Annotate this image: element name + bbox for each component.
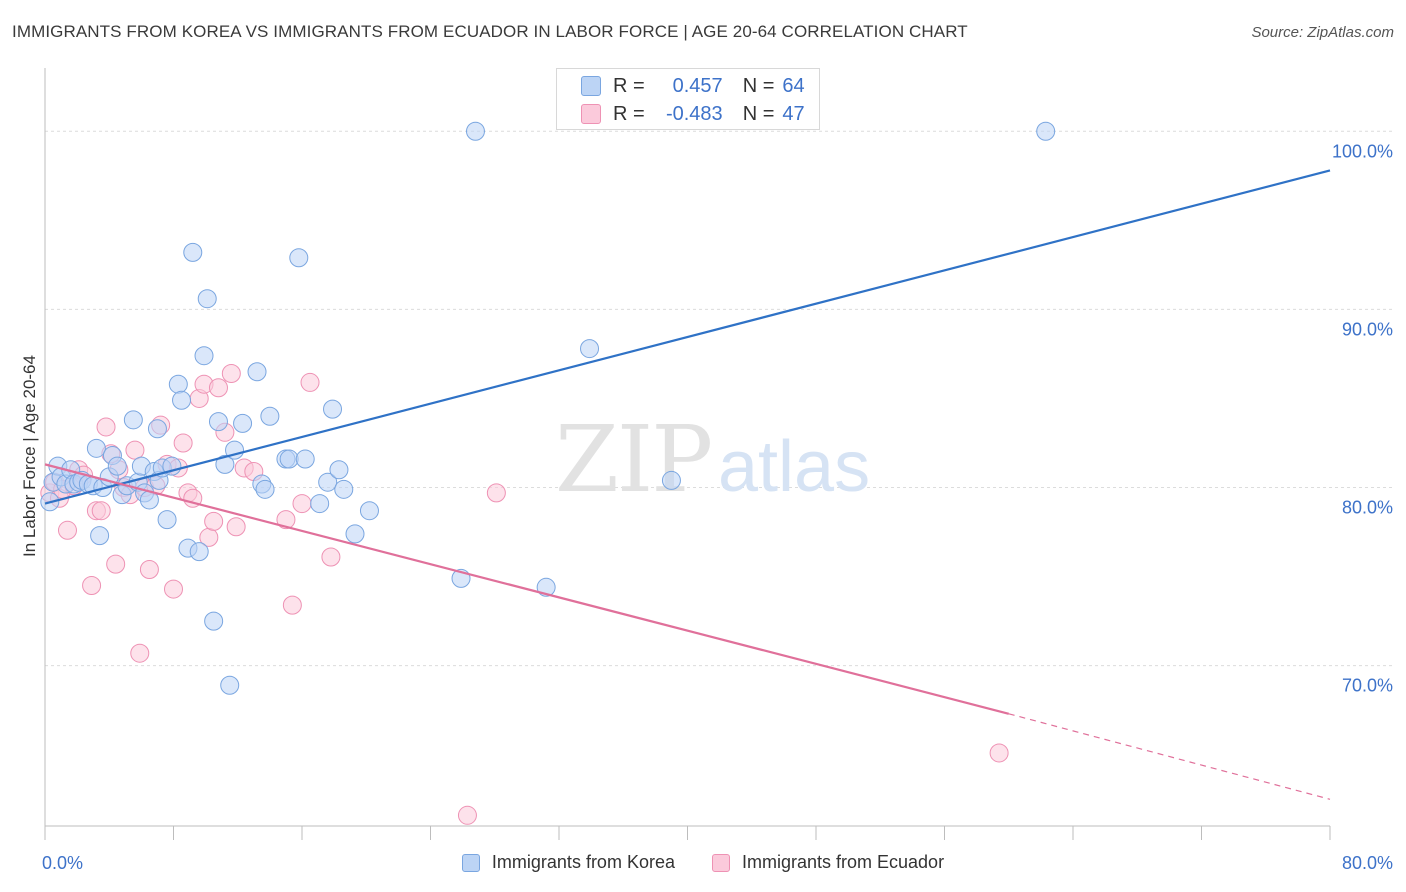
ecuador-point: [125, 440, 145, 460]
korea-point: [359, 501, 379, 521]
korea-point: [255, 479, 275, 499]
x-tick-label-min: 0.0%: [42, 853, 83, 873]
korea-point: [172, 390, 192, 410]
ecuador-point: [57, 520, 77, 540]
y-tick-label: 70.0%: [1342, 676, 1393, 696]
korea-point: [323, 399, 343, 419]
ecuador-r-value: -0.483: [665, 102, 723, 125]
chart-title: IMMIGRANTS FROM KOREA VS IMMIGRANTS FROM…: [12, 22, 968, 41]
ecuador-point: [276, 510, 296, 530]
y-tick-label: 80.0%: [1342, 498, 1393, 518]
ecuador-point: [82, 576, 102, 596]
ecuador-n-label: N =: [742, 102, 775, 125]
korea-point: [86, 438, 106, 458]
ecuador-trend-extension: [1008, 713, 1331, 800]
ecuador-trend-line: [44, 463, 1010, 715]
ecuador-point: [173, 433, 193, 453]
korea-point: [123, 410, 143, 430]
korea-point: [157, 510, 177, 530]
watermark: ZIP atlas: [555, 406, 870, 513]
y-tick-label: 90.0%: [1342, 319, 1393, 339]
tick-labels: 70.0% 80.0% 90.0% 100.0% 0.0% 80.0%: [42, 141, 1393, 873]
ecuador-swatch: [581, 104, 601, 124]
ecuador-point: [130, 643, 150, 663]
korea-point: [189, 542, 209, 562]
ecuador-point: [282, 595, 302, 615]
ecuador-point: [106, 554, 126, 574]
x-tick-label-max: 80.0%: [1342, 853, 1393, 873]
stats-row-korea: R = 0.457 N = 64: [581, 73, 805, 99]
ecuador-point: [91, 501, 111, 521]
y-tick-label: 100.0%: [1332, 141, 1393, 161]
ecuador-n-value: 47: [782, 102, 805, 125]
korea-point: [194, 346, 214, 366]
ecuador-point: [139, 559, 159, 579]
ecuador-point: [208, 378, 228, 398]
korea-point: [90, 526, 110, 546]
legend-item-korea[interactable]: Immigrants from Korea: [461, 852, 675, 873]
ecuador-point: [204, 511, 224, 531]
legend-ecuador-swatch: [712, 853, 730, 872]
ecuador-point: [486, 483, 506, 503]
ecuador-r-label: R =: [613, 102, 645, 125]
ecuador-point: [321, 547, 341, 567]
grid-lines: [45, 130, 1392, 667]
korea-point: [345, 524, 365, 544]
ecuador-point: [457, 805, 477, 825]
korea-n-label: N =: [742, 74, 775, 97]
korea-point: [580, 339, 600, 359]
korea-point: [204, 611, 224, 631]
korea-point: [1036, 121, 1056, 141]
y-axis-label: In Labor Force | Age 20-64: [20, 355, 39, 557]
korea-point: [247, 362, 267, 382]
ecuador-point: [221, 364, 241, 384]
trend-lines: [44, 169, 1331, 800]
legend-ecuador-label: Immigrants from Ecuador: [742, 852, 945, 872]
ecuador-point: [292, 494, 312, 514]
korea-point: [329, 460, 349, 480]
korea-point: [220, 675, 240, 695]
korea-point: [295, 449, 315, 469]
axes: [44, 68, 1331, 840]
korea-point: [465, 121, 485, 141]
korea-point: [107, 456, 127, 476]
stats-row-ecuador: R = -0.483 N = 47: [581, 101, 805, 127]
ecuador-point: [164, 579, 183, 599]
korea-point: [334, 479, 354, 499]
korea-point: [233, 413, 253, 433]
legend-korea-swatch: [461, 853, 480, 872]
ecuador-point: [300, 372, 320, 392]
ecuador-point: [226, 517, 246, 537]
watermark-zip: ZIP: [555, 406, 711, 513]
bottom-legend: Immigrants from Korea Immigrants from Ec…: [0, 852, 1406, 877]
korea-point: [183, 242, 203, 262]
korea-r-label: R =: [613, 74, 645, 97]
korea-r-value: 0.457: [672, 74, 723, 97]
korea-point: [289, 248, 309, 268]
series-korea-points: [40, 121, 1056, 695]
korea-point: [279, 449, 299, 469]
korea-swatch: [581, 76, 601, 96]
korea-point: [168, 374, 188, 394]
korea-point: [208, 412, 228, 432]
korea-point: [162, 456, 182, 476]
korea-point: [661, 470, 681, 490]
korea-point: [318, 472, 338, 492]
legend-item-ecuador[interactable]: Immigrants from Ecuador: [712, 852, 944, 873]
legend-korea-label: Immigrants from Korea: [491, 852, 675, 872]
korea-point: [197, 289, 217, 309]
korea-n-value: 64: [782, 74, 805, 97]
source-label: Source: ZipAtlas.com: [1251, 24, 1394, 41]
korea-point: [215, 454, 235, 474]
korea-point: [260, 406, 280, 426]
watermark-atlas: atlas: [718, 427, 870, 507]
ecuador-point: [989, 743, 1009, 763]
korea-point: [310, 494, 330, 514]
korea-trend-line: [44, 169, 1331, 505]
stats-legend-box: R = 0.457 N = 64 R = -0.483 N = 47: [556, 68, 820, 130]
korea-point: [147, 419, 167, 439]
ecuador-point: [96, 417, 116, 437]
